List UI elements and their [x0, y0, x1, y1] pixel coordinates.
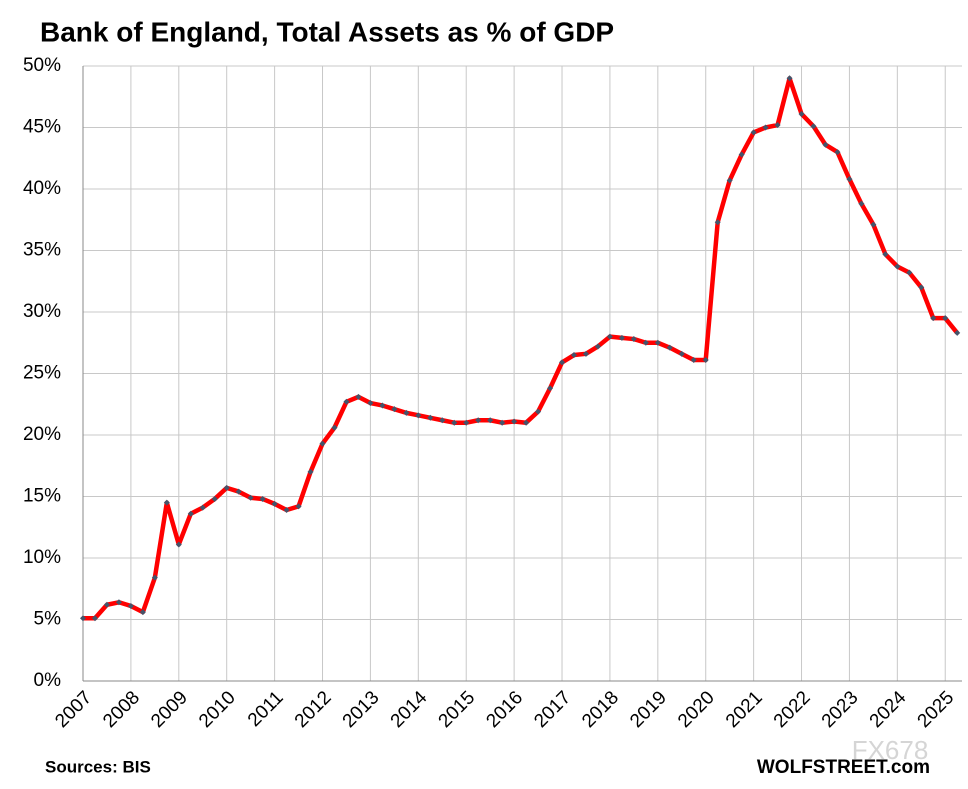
y-tick-label: 35% — [23, 240, 61, 261]
data-point — [582, 350, 589, 357]
data-point — [906, 269, 913, 276]
data-point — [139, 609, 146, 616]
y-tick-label: 15% — [23, 486, 61, 507]
data-point — [738, 151, 745, 158]
data-point — [762, 124, 769, 131]
data-point — [523, 419, 530, 426]
data-point — [535, 408, 542, 415]
data-point — [223, 484, 230, 491]
data-point — [547, 385, 554, 392]
data-point — [882, 251, 889, 258]
data-point — [786, 75, 793, 82]
data-point — [570, 352, 577, 359]
data-point — [451, 419, 458, 426]
y-tick-label: 40% — [23, 178, 61, 199]
data-point — [918, 284, 925, 291]
data-point — [367, 400, 374, 407]
data-point — [511, 418, 518, 425]
data-point — [439, 417, 446, 424]
credit: WOLFSTREET.com — [757, 757, 930, 778]
data-point — [319, 440, 326, 447]
y-tick-label: 0% — [34, 670, 62, 691]
data-point — [415, 412, 422, 419]
data-point — [91, 615, 98, 622]
data-point — [463, 419, 470, 426]
data-point — [163, 499, 170, 506]
data-point — [642, 339, 649, 346]
data-point — [846, 176, 853, 183]
data-point — [331, 424, 338, 431]
data-point — [618, 334, 625, 341]
data-point — [858, 200, 865, 207]
data-point — [80, 615, 86, 622]
data-point — [103, 601, 110, 608]
data-point — [355, 393, 362, 400]
data-point — [690, 356, 697, 363]
y-tick-label: 45% — [23, 117, 61, 138]
data-point — [151, 574, 158, 581]
data-point — [894, 263, 901, 270]
data-point — [798, 110, 805, 117]
data-point — [714, 219, 721, 226]
data-point — [750, 129, 757, 136]
data-point — [810, 123, 817, 130]
data-point — [666, 344, 673, 351]
data-point — [606, 333, 613, 340]
watermark: FX678 — [852, 735, 929, 765]
data-point — [930, 315, 937, 322]
data-point — [343, 398, 350, 405]
y-tick-label: 20% — [23, 424, 61, 445]
data-point — [211, 495, 218, 502]
data-point — [630, 336, 637, 343]
data-point — [379, 402, 386, 409]
data-point — [403, 409, 410, 416]
data-point — [391, 406, 398, 413]
data-point — [654, 339, 661, 346]
data-point — [499, 419, 506, 426]
chart-title: Bank of England, Total Assets as % of GD… — [40, 16, 614, 47]
data-point — [247, 494, 254, 501]
data-point — [427, 414, 434, 421]
data-point — [175, 541, 182, 548]
data-point — [726, 177, 733, 184]
data-point — [235, 488, 242, 495]
y-tick-label: 5% — [34, 609, 62, 630]
data-point — [259, 495, 266, 502]
data-point — [475, 417, 482, 424]
data-point — [115, 599, 122, 606]
data-point — [870, 221, 877, 228]
data-point — [295, 503, 302, 510]
data-point — [283, 507, 290, 514]
data-point — [187, 510, 194, 517]
data-point — [678, 350, 685, 357]
data-point — [702, 356, 709, 363]
data-point — [594, 343, 601, 350]
data-point — [774, 122, 781, 129]
source: Sources: BIS — [45, 757, 151, 776]
y-tick-label: 30% — [23, 301, 61, 322]
data-point — [127, 602, 134, 609]
data-point — [487, 417, 494, 424]
y-tick-label: 10% — [23, 547, 61, 568]
y-tick-label: 25% — [23, 363, 61, 384]
y-tick-label: 50% — [23, 55, 61, 76]
data-point — [834, 149, 841, 156]
data-point — [942, 315, 949, 322]
data-point — [271, 500, 278, 507]
data-point — [559, 359, 566, 366]
data-point — [822, 141, 829, 148]
data-point — [199, 504, 206, 511]
data-point — [307, 468, 314, 475]
data-point — [954, 329, 961, 336]
